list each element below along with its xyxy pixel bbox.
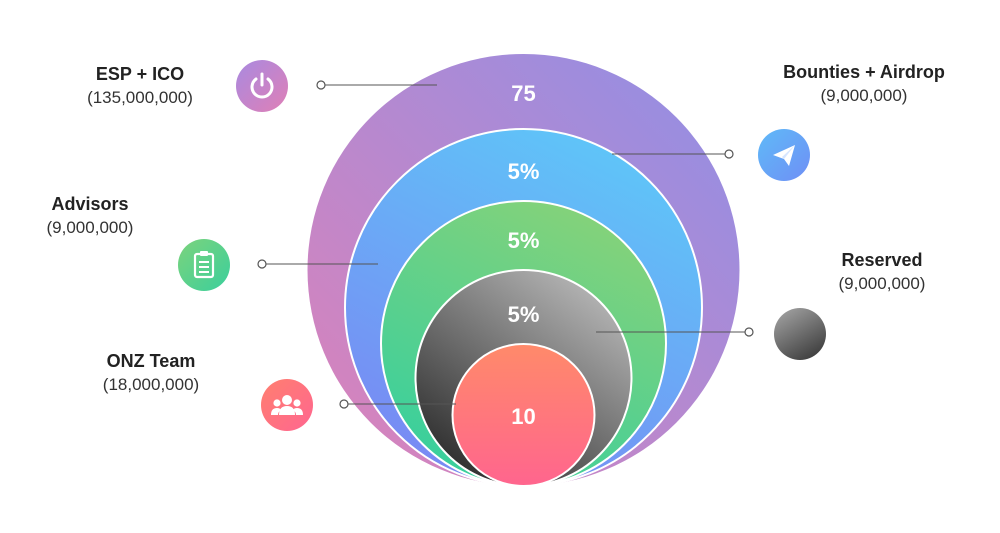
label-advisors-name: Advisors	[51, 194, 129, 214]
sphere-icon	[774, 308, 826, 360]
label-team-amount: (18,000,000)	[102, 375, 200, 394]
label-bounties-name: Bounties + Airdrop	[783, 62, 945, 82]
label-esp-amount: (135,000,000)	[87, 88, 193, 107]
label-esp-name: ESP + ICO	[95, 64, 185, 84]
ring-team	[451, 343, 596, 487]
power-icon	[236, 60, 288, 112]
label-team: ONZ Team (18,000,000)	[76, 349, 226, 397]
ring-label-bounties: 5%	[508, 159, 540, 184]
paper-plane-icon	[758, 129, 810, 181]
connector-advisors	[257, 259, 378, 269]
label-bounties-amount: (9,000,000)	[820, 86, 908, 105]
label-advisors: Advisors (9,000,000)	[20, 192, 160, 240]
ring-label-advisors: 5%	[508, 228, 540, 253]
label-bounties: Bounties + Airdrop (9,000,000)	[754, 60, 974, 108]
label-reserved: Reserved (9,000,000)	[812, 248, 952, 296]
ring-label-team: 10	[511, 404, 535, 429]
label-advisors-amount: (9,000,000)	[46, 218, 134, 237]
team-icon	[261, 379, 313, 431]
label-esp: ESP + ICO (135,000,000)	[60, 62, 220, 110]
clipboard-icon	[178, 239, 230, 291]
label-team-name: ONZ Team	[106, 351, 196, 371]
ring-label-reserved: 5%	[508, 302, 540, 327]
connector-team	[339, 399, 456, 409]
connector-bounties	[612, 149, 734, 159]
ring-label-esp: 75	[511, 81, 535, 106]
connector-esp	[316, 80, 437, 90]
label-reserved-name: Reserved	[841, 250, 923, 270]
label-reserved-amount: (9,000,000)	[838, 274, 926, 293]
connector-reserved	[596, 327, 754, 337]
